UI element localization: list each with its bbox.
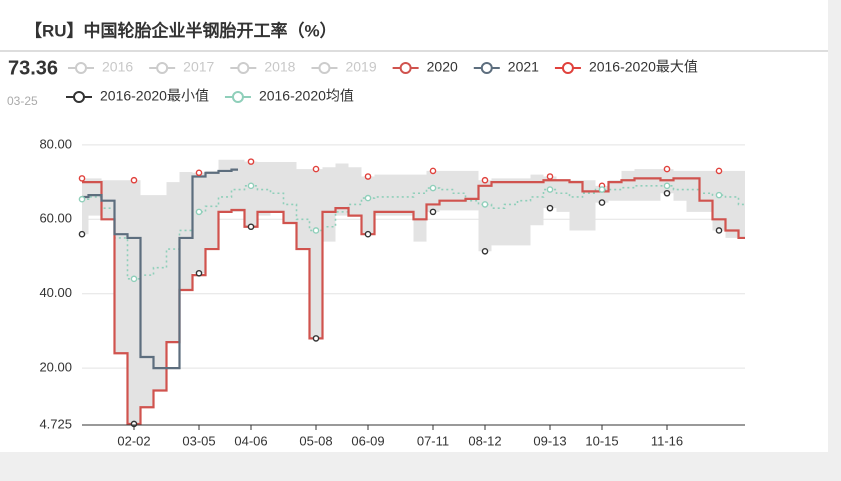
x-tick-label: 04-06 [234, 433, 267, 448]
x-tick-label: 02-02 [117, 433, 150, 448]
x-tick-label: 03-05 [182, 433, 215, 448]
point-marker [78, 175, 86, 182]
legend-label: 2016-2020均值 [259, 88, 354, 104]
point-marker [130, 176, 138, 184]
point-marker [663, 165, 671, 173]
point-marker [247, 182, 255, 190]
legend-icon [561, 62, 574, 74]
point-marker [312, 335, 320, 342]
y-tick-label: 80.00 [39, 136, 72, 151]
point-marker [195, 269, 203, 277]
x-tick-label: 06-09 [351, 433, 384, 448]
point-marker [481, 201, 489, 208]
point-marker [598, 199, 606, 206]
y-tick-label: 40.00 [39, 285, 72, 300]
point-marker [364, 194, 372, 202]
point-marker [247, 158, 255, 165]
point-marker [429, 208, 437, 216]
point-marker [481, 176, 489, 184]
point-marker [247, 223, 255, 231]
point-marker [598, 186, 606, 193]
x-tick-label: 07-11 [417, 433, 449, 448]
legend-label: 2020 [427, 59, 458, 75]
mean-line [82, 185, 745, 280]
point-marker [663, 189, 671, 197]
point-marker [429, 184, 437, 192]
series-line [82, 168, 238, 370]
point-marker [429, 167, 437, 175]
legend-label: 2018 [264, 59, 295, 75]
legend-label: 2017 [183, 59, 214, 75]
legend-label: 2016-2020最小值 [100, 88, 209, 104]
x-tick-label: 09-13 [533, 433, 566, 448]
latest-value: 73.36 [8, 57, 58, 79]
point-marker [546, 204, 554, 212]
point-marker [546, 173, 554, 180]
legend-icon [231, 91, 244, 103]
point-marker [715, 191, 723, 199]
point-marker [195, 208, 203, 216]
point-marker [312, 165, 320, 173]
legend-icon [73, 91, 85, 103]
legend-icon [399, 62, 412, 74]
legend-icon [480, 62, 493, 74]
point-marker [481, 248, 489, 255]
point-marker [663, 182, 671, 190]
point-marker [312, 227, 320, 234]
y-tick-label: 20.00 [39, 360, 72, 375]
legend-label: 2019 [345, 59, 376, 75]
point-marker [715, 227, 723, 234]
legend-label: 2021 [508, 59, 539, 75]
point-marker [78, 195, 86, 203]
point-marker [78, 230, 86, 238]
legend-icon [75, 62, 87, 74]
x-tick-label: 11-16 [651, 433, 683, 448]
latest-date: 03-25 [7, 94, 38, 108]
legend-label: 2016-2020最大值 [589, 59, 698, 75]
point-marker [130, 275, 138, 283]
point-marker [546, 186, 554, 193]
x-tick-label: 08-12 [468, 433, 501, 448]
legend-icon [318, 62, 331, 74]
point-marker [364, 173, 372, 180]
chart-title: 【RU】中国轮胎企业半钢胎开工率（%） [25, 20, 337, 40]
series-line [82, 177, 745, 426]
legend-icon [237, 62, 250, 74]
y-tick-label: 4.725 [39, 416, 72, 431]
x-tick-label: 05-08 [299, 433, 332, 448]
x-tick-label: 10-15 [585, 433, 618, 448]
y-tick-label: 60.00 [39, 211, 72, 226]
point-marker [195, 169, 203, 177]
point-marker [715, 167, 723, 175]
legend-icon [156, 62, 169, 74]
point-marker [364, 230, 372, 238]
legend-label: 2016 [102, 59, 133, 75]
